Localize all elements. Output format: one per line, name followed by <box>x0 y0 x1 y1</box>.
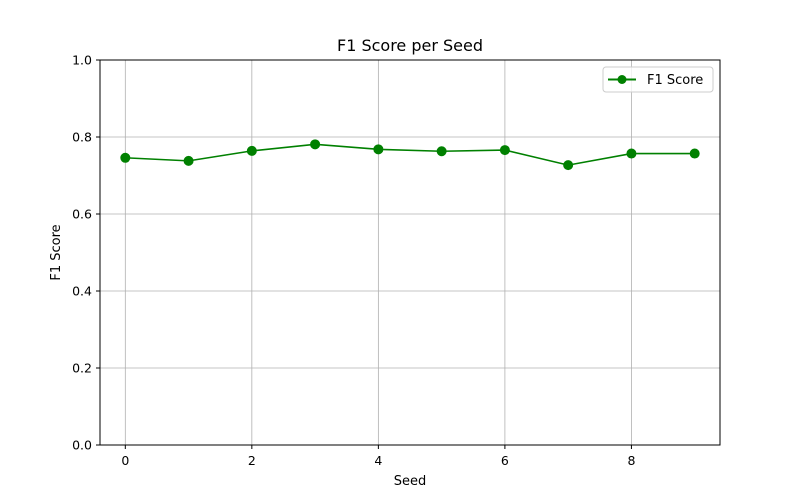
ticks: 0 2 4 6 8 0.0 0.2 0.4 0.6 0.8 1.0 <box>72 53 635 469</box>
data-point <box>689 148 700 159</box>
x-tick-label: 0 <box>121 453 129 468</box>
x-tick-label: 6 <box>501 453 509 468</box>
plot-frame <box>99 59 721 446</box>
x-tick-label: 8 <box>627 453 635 468</box>
data-point <box>120 152 131 163</box>
data-point <box>246 145 257 156</box>
data-point <box>310 139 321 150</box>
data-point <box>563 160 574 171</box>
y-tick-label: 0.4 <box>72 284 92 299</box>
y-tick-label: 0.2 <box>72 361 92 376</box>
data-point <box>183 155 194 166</box>
y-tick-label: 1.0 <box>72 53 92 68</box>
legend: F1 Score <box>602 66 714 93</box>
data-point <box>436 146 447 157</box>
legend-box <box>602 66 714 93</box>
chart-title: F1 Score per Seed <box>337 36 483 55</box>
data-point <box>626 148 637 159</box>
data-point <box>499 145 510 156</box>
legend-marker-swatch <box>617 75 627 84</box>
data-point <box>373 144 384 155</box>
y-tick-label: 0.0 <box>72 438 92 453</box>
legend-entry-f1-score: F1 Score <box>647 73 703 88</box>
x-tick-label: 2 <box>248 453 256 468</box>
y-tick-label: 0.8 <box>72 130 92 145</box>
y-tick-label: 0.6 <box>72 207 92 222</box>
x-tick-label: 4 <box>374 453 382 468</box>
series-layer <box>120 139 700 171</box>
x-axis-label: Seed <box>394 474 427 489</box>
series-line-f1-score <box>125 143 695 166</box>
y-axis-label: F1 Score <box>49 224 64 280</box>
